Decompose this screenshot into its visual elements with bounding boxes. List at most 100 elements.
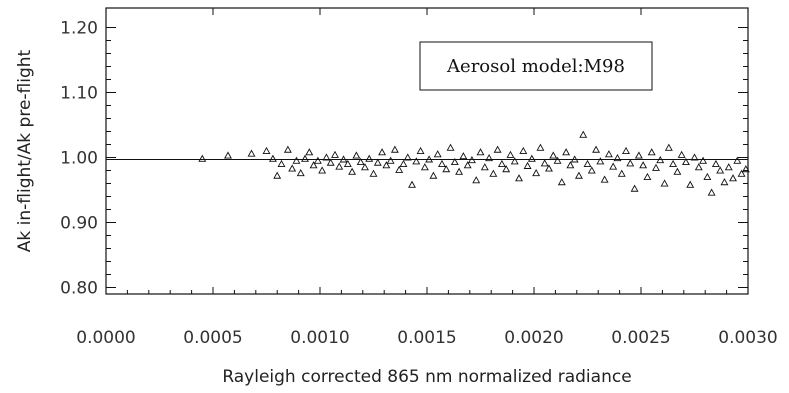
x-tick-label: 0.0005 — [183, 328, 242, 348]
x-tick-label: 0.0015 — [397, 328, 456, 348]
data-point — [395, 165, 404, 173]
data-point — [681, 157, 690, 166]
data-point — [596, 157, 605, 165]
data-point — [677, 150, 686, 158]
data-point — [690, 153, 699, 161]
data-point — [741, 165, 750, 173]
data-point — [416, 146, 425, 155]
x-tick-label: 0.0000 — [76, 328, 135, 348]
data-point — [604, 150, 613, 158]
data-point — [502, 165, 511, 173]
y-tick-label: 0.80 — [60, 279, 98, 299]
data-point — [399, 159, 408, 168]
data-point — [296, 168, 305, 177]
data-point — [686, 180, 695, 188]
data-point — [309, 161, 318, 169]
data-point — [497, 159, 506, 168]
data-point — [356, 157, 365, 166]
data-point — [643, 172, 652, 181]
data-point — [515, 174, 523, 182]
data-point — [467, 155, 476, 164]
data-point — [360, 163, 369, 171]
data-point — [277, 159, 286, 168]
data-point — [459, 152, 468, 160]
data-point — [557, 178, 566, 186]
data-point — [570, 155, 579, 163]
data-point — [446, 143, 455, 151]
x-tick-label: 0.0020 — [504, 328, 563, 348]
data-point — [716, 166, 725, 174]
y-axis-label: Ak in-flight/Ak pre-flight — [15, 49, 35, 252]
data-point — [523, 161, 532, 169]
data-point — [549, 151, 558, 159]
data-point — [455, 167, 464, 175]
data-point — [583, 159, 592, 168]
data-point — [335, 162, 344, 170]
x-tick-label: 0.0025 — [611, 328, 670, 348]
data-point — [273, 171, 282, 179]
data-point — [609, 162, 618, 170]
data-point — [579, 130, 588, 138]
x-axis-label: Rayleigh corrected 865 nm normalized rad… — [222, 367, 631, 387]
tick-marks — [105, 8, 749, 294]
data-point — [506, 150, 515, 158]
data-point — [489, 169, 498, 177]
data-point — [425, 155, 434, 163]
data-point — [639, 161, 648, 169]
data-point — [737, 169, 746, 177]
data-point — [673, 167, 682, 175]
data-point — [724, 163, 733, 171]
data-point — [224, 151, 232, 159]
data-point — [247, 149, 256, 157]
data-point — [433, 150, 442, 158]
data-point — [408, 180, 416, 188]
x-tick-label: 0.0030 — [718, 328, 777, 348]
data-point — [348, 167, 357, 175]
data-point — [536, 143, 545, 151]
data-point — [305, 148, 314, 156]
data-point — [450, 157, 459, 166]
legend-box: Aerosol model:M98 — [419, 41, 653, 91]
data-point — [292, 156, 301, 164]
data-point — [510, 157, 519, 165]
data-point — [622, 146, 630, 155]
data-point — [382, 161, 391, 169]
x-tick-labels: 0.0000 0.0005 0.0010 0.0015 0.0020 0.0025 0.00… — [76, 328, 777, 348]
data-point — [365, 154, 374, 162]
data-point — [669, 159, 678, 168]
y-tick-labels: 0.80 0.90 1.00 1.10 1.20 — [60, 19, 98, 299]
data-point — [729, 174, 737, 182]
data-point — [540, 159, 549, 167]
data-point — [472, 176, 481, 184]
data-point — [711, 159, 720, 168]
data-point — [463, 161, 472, 169]
data-point — [652, 163, 660, 171]
legend-text: Aerosol model:M98 — [446, 56, 625, 77]
data-point — [420, 163, 429, 171]
data-point — [268, 154, 277, 162]
data-point — [339, 155, 348, 163]
data-point — [720, 178, 729, 186]
data-point — [283, 145, 292, 153]
data-point — [592, 145, 601, 153]
data-point — [493, 145, 502, 153]
data-point — [532, 168, 541, 177]
data-point — [412, 157, 421, 165]
data-point — [707, 188, 716, 196]
data-point — [262, 146, 271, 155]
data-point — [429, 171, 438, 179]
data-point — [288, 164, 297, 172]
data-point — [574, 171, 583, 179]
data-points — [198, 130, 750, 196]
data-point — [566, 161, 575, 169]
data-point — [331, 150, 339, 158]
data-point — [553, 156, 562, 164]
data-point — [647, 148, 656, 156]
data-point — [519, 146, 528, 155]
data-point — [485, 154, 494, 162]
data-point — [352, 151, 361, 159]
data-point — [656, 155, 665, 164]
data-point — [587, 166, 596, 174]
data-point — [476, 148, 485, 156]
